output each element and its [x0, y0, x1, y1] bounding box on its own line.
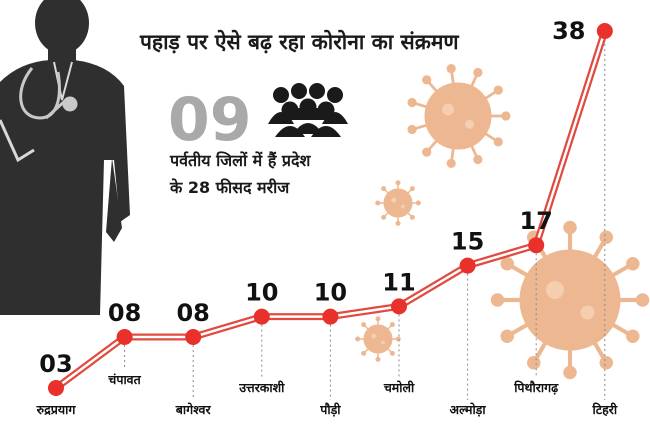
data-point: [596, 23, 613, 39]
value-label: 17: [519, 207, 552, 235]
category-label: चंपावत: [107, 372, 141, 387]
value-label: 11: [382, 268, 415, 296]
category-label: पिथौरागढ़: [513, 380, 559, 395]
value-labels: 03 08 08 10 10 11 15 17 38: [39, 17, 585, 378]
virus-icon: [407, 64, 511, 168]
data-point: [185, 329, 202, 345]
value-label: 38: [552, 17, 585, 45]
data-point: [253, 308, 270, 325]
data-point: [322, 308, 339, 325]
category-label: रुद्रप्रयाग: [36, 402, 77, 417]
callout-line-1: पर्वतीय जिलों में हैं प्रदेश: [169, 151, 311, 170]
category-label: चमोली: [383, 380, 415, 395]
doctor-silhouette-icon: [0, 0, 130, 315]
data-point: [391, 298, 407, 315]
leader-lines: [124, 39, 606, 400]
value-label: 10: [245, 279, 278, 307]
value-label: 08: [108, 299, 141, 327]
virus-icon: [355, 316, 401, 362]
category-label: उत्तरकाशी: [238, 380, 285, 395]
data-point: [528, 237, 545, 254]
category-label: अल्मोड़ा: [450, 402, 487, 417]
people-group-icon: [268, 83, 348, 137]
virus-icon: [375, 180, 421, 226]
category-label: टिहरी: [592, 402, 618, 417]
callout-number: 09: [168, 85, 252, 155]
category-label: बागेश्वर: [175, 402, 212, 417]
virus-decorations: [355, 64, 650, 380]
data-point: [48, 380, 64, 396]
data-point: [459, 257, 476, 274]
chart-title: पहाड़ पर ऐसे बढ़ रहा कोरोना का संक्रमण: [139, 29, 459, 54]
category-label: पौड़ी: [319, 402, 341, 417]
callout-line-2: के 28 फीसद मरीज: [169, 178, 290, 197]
value-label: 03: [39, 350, 72, 378]
stethoscope-icon: [19, 67, 78, 120]
value-label: 08: [176, 299, 209, 327]
virus-icon: [490, 220, 650, 380]
data-points: [48, 23, 613, 396]
value-label: 15: [451, 228, 484, 256]
data-point: [116, 329, 133, 345]
value-label: 10: [314, 279, 347, 307]
category-labels: रुद्रप्रयाग चंपावत बागेश्वर उत्तरकाशी पौड़ी च…: [36, 372, 618, 417]
